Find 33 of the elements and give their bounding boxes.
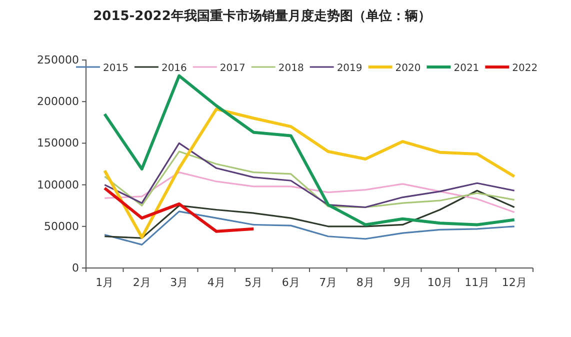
x-tick-label: 1月 bbox=[96, 276, 114, 289]
y-tick-label: 200000 bbox=[37, 95, 79, 108]
legend-label: 2016 bbox=[161, 63, 187, 74]
y-tick-label: 250000 bbox=[37, 54, 79, 67]
x-tick-label: 8月 bbox=[356, 276, 374, 289]
y-tick-label: 150000 bbox=[37, 136, 79, 150]
x-tick-label: 5月 bbox=[244, 276, 263, 289]
x-tick-label: 2月 bbox=[132, 276, 151, 289]
line-series bbox=[103, 74, 516, 226]
legend-label: 2021 bbox=[454, 63, 480, 74]
legend-label: 2019 bbox=[336, 63, 362, 74]
x-tick-label: 6月 bbox=[282, 276, 300, 289]
x-tick-label: 9月 bbox=[394, 276, 412, 289]
line-series bbox=[104, 172, 516, 214]
line-series bbox=[103, 108, 516, 239]
line-series bbox=[104, 210, 516, 246]
x-tick-label: 7月 bbox=[319, 276, 338, 289]
y-tick-label: 100000 bbox=[37, 178, 79, 192]
x-tick-label: 4月 bbox=[207, 276, 226, 289]
y-tick-label: 50000 bbox=[44, 220, 79, 233]
chart-title: 2015-2022年我国重卡市场销量月度走势图（单位：辆） bbox=[93, 8, 431, 24]
legend-label: 2018 bbox=[278, 63, 304, 74]
legend-label: 2015 bbox=[103, 63, 128, 74]
x-tick-label: 3月 bbox=[170, 276, 188, 289]
legend-label: 2020 bbox=[395, 63, 421, 74]
line-series bbox=[103, 186, 256, 233]
x-tick-label: 12月 bbox=[502, 276, 527, 289]
x-tick-label: 10月 bbox=[427, 276, 452, 289]
legend-label: 2017 bbox=[220, 63, 246, 74]
legend-label: 2022 bbox=[512, 63, 538, 74]
y-tick-label: 0 bbox=[72, 262, 79, 275]
line-series bbox=[104, 190, 516, 239]
x-tick-label: 11月 bbox=[464, 276, 490, 289]
